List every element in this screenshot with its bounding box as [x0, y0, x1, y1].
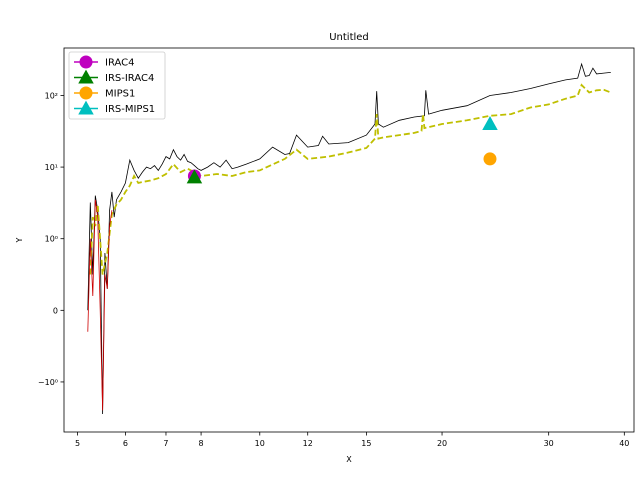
y-tick-label: 0	[53, 306, 58, 315]
irs-mips1-point	[482, 116, 498, 130]
x-tick-label: 7	[163, 439, 168, 448]
x-tick-label: 30	[544, 439, 554, 448]
series-line-2	[89, 83, 612, 275]
legend-box	[68, 51, 166, 120]
x-tick-label: 12	[303, 439, 313, 448]
legend-marker-irs-mips1	[78, 100, 94, 115]
mips1-point	[483, 152, 497, 166]
legend-marker-irac4	[79, 55, 93, 69]
y-tick-label: 10¹	[45, 163, 58, 172]
x-tick-label: 20	[437, 439, 447, 448]
legend-label-irac4: IRAC4	[105, 58, 135, 69]
x-tick-label: 6	[123, 439, 128, 448]
y-axis-title: Y	[15, 237, 24, 243]
y-tick-label: −10⁰	[38, 378, 58, 387]
series-line-1	[87, 62, 611, 415]
legend-label-irs-mips1: IRS-MIPS1	[105, 104, 155, 115]
legend-label-irs-irac4: IRS-IRAC4	[105, 73, 154, 84]
chart-title: Untitled	[329, 32, 369, 43]
legend-marker-irs-irac4	[78, 69, 94, 84]
x-tick-label: 5	[75, 439, 80, 448]
legend-label-mips1: MIPS1	[105, 89, 135, 100]
x-tick-label: 8	[199, 439, 204, 448]
x-tick-label: 40	[619, 439, 629, 448]
data-layer	[87, 62, 612, 415]
x-axis-title: X	[346, 455, 352, 464]
ticks-layer: 5 6 7 8 10 12 15 20 30 40 −10⁰ 0 10⁰ 10¹ 10²	[38, 91, 630, 448]
x-tick-label: 10	[255, 439, 265, 448]
y-tick-label: 10²	[45, 91, 58, 100]
series-line-3	[87, 199, 113, 411]
legend: IRAC4 IRS-IRAC4 MIPS1 IRS-MIPS1	[68, 51, 166, 120]
irs-irac4-point	[186, 169, 203, 184]
y-tick-label: 10⁰	[45, 235, 58, 244]
legend-marker-mips1	[79, 86, 93, 100]
x-tick-label: 15	[361, 439, 371, 448]
